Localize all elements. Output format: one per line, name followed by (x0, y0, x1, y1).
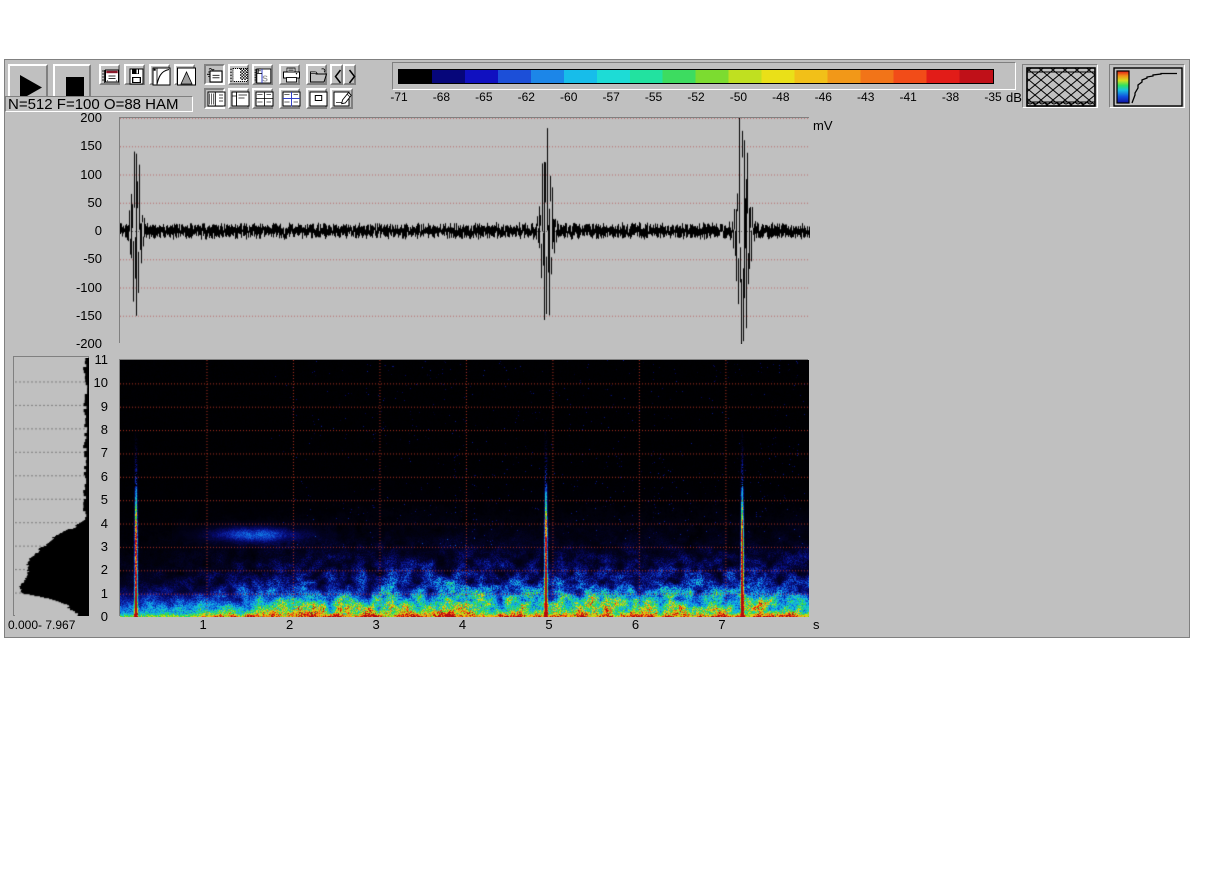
svg-text:S: S (262, 74, 268, 84)
svg-text:F: F (257, 68, 261, 75)
